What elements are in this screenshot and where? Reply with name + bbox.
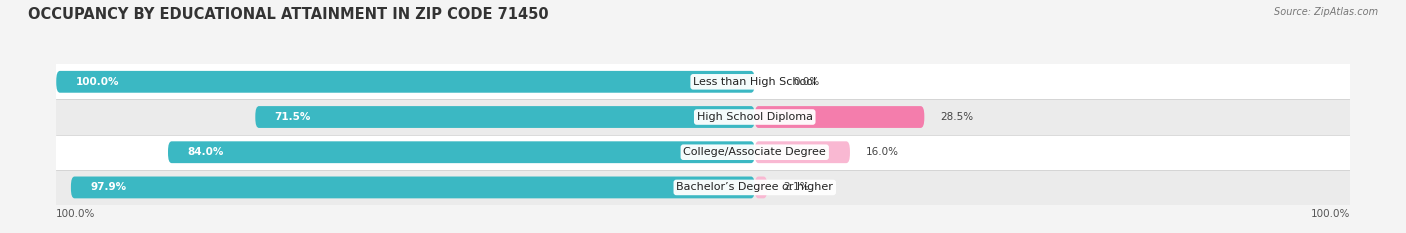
Text: 84.0%: 84.0%: [187, 147, 224, 157]
FancyBboxPatch shape: [56, 71, 755, 93]
Legend: Owner-occupied, Renter-occupied: Owner-occupied, Renter-occupied: [586, 231, 820, 233]
Text: Source: ZipAtlas.com: Source: ZipAtlas.com: [1274, 7, 1378, 17]
Text: 97.9%: 97.9%: [90, 182, 127, 192]
FancyBboxPatch shape: [167, 141, 755, 163]
Bar: [56, 99, 1350, 135]
Text: 100.0%: 100.0%: [1310, 209, 1350, 219]
Bar: [56, 135, 1350, 170]
FancyBboxPatch shape: [755, 106, 924, 128]
Text: 2.1%: 2.1%: [783, 182, 810, 192]
Text: OCCUPANCY BY EDUCATIONAL ATTAINMENT IN ZIP CODE 71450: OCCUPANCY BY EDUCATIONAL ATTAINMENT IN Z…: [28, 7, 548, 22]
Bar: [56, 64, 1350, 99]
FancyBboxPatch shape: [70, 177, 755, 198]
Text: 28.5%: 28.5%: [939, 112, 973, 122]
FancyBboxPatch shape: [755, 141, 851, 163]
Text: 100.0%: 100.0%: [76, 77, 120, 87]
Bar: [56, 170, 1350, 205]
FancyBboxPatch shape: [256, 106, 755, 128]
Text: 71.5%: 71.5%: [274, 112, 311, 122]
Text: Bachelor’s Degree or higher: Bachelor’s Degree or higher: [676, 182, 834, 192]
Text: College/Associate Degree: College/Associate Degree: [683, 147, 827, 157]
FancyBboxPatch shape: [755, 177, 768, 198]
Text: 16.0%: 16.0%: [866, 147, 898, 157]
Text: 0.0%: 0.0%: [793, 77, 820, 87]
Text: High School Diploma: High School Diploma: [697, 112, 813, 122]
Text: Less than High School: Less than High School: [693, 77, 817, 87]
Text: 100.0%: 100.0%: [56, 209, 96, 219]
